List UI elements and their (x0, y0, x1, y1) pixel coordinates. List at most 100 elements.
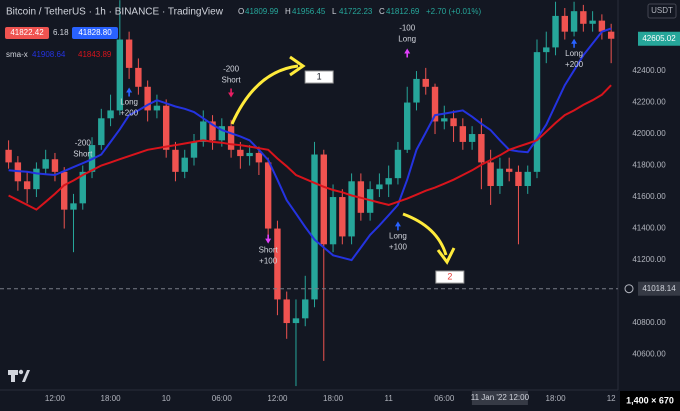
signal-arrow (126, 87, 133, 97)
annotations: 41018.14 42605.02 USDT -200 Short Long +200 -20… (0, 3, 680, 411)
last-price-label: 42605.02 (642, 34, 676, 43)
candle-body (533, 52, 541, 172)
candle-body (200, 121, 207, 142)
candle-body (376, 184, 383, 190)
crosshair-time-label: 11 Jan '22 12:00 (471, 393, 530, 402)
candle-body (218, 126, 226, 141)
x-tick-label: 11 (385, 394, 394, 403)
candle-body (320, 154, 327, 245)
callout-label: 1 (317, 71, 322, 81)
y-tick-label: 42200.00 (632, 98, 666, 107)
candle-body (431, 86, 439, 122)
signal-label: +100 (259, 257, 278, 266)
candle-body (5, 149, 12, 163)
callout-arrow (402, 212, 448, 256)
y-tick-label: 42000.00 (632, 129, 666, 138)
change: +2.70 (+0.01%) (426, 7, 481, 16)
candle-body (339, 197, 346, 237)
candle-body (589, 20, 596, 24)
signal-label: +100 (389, 243, 408, 252)
indicator-value: 41822.42 (10, 28, 44, 37)
candle-body (302, 299, 309, 319)
candle-body (70, 203, 77, 210)
signal-arrow (394, 221, 401, 231)
candle-body (274, 228, 281, 300)
indicator-box (72, 27, 118, 39)
candle-body (505, 168, 513, 172)
candle-body (181, 157, 188, 172)
candle-body (552, 15, 559, 48)
candle-body (51, 159, 59, 172)
indicator-lines (8, 27, 612, 262)
sma-value: 41843.89 (78, 50, 112, 59)
candle-body (255, 152, 263, 163)
symbol-title: Bitcoin / TetherUS · 1h · BINANCE · Trad… (6, 7, 224, 18)
candle-body (237, 149, 244, 157)
signal-label: Long (398, 35, 416, 44)
ohlc-value: 41812.69 (386, 7, 420, 16)
candle-body (422, 78, 429, 87)
candle-body (515, 171, 522, 187)
candle-body (107, 110, 114, 119)
signal-label: Long (120, 98, 138, 107)
ohlc-key: C (379, 7, 385, 16)
candle-body (598, 20, 606, 32)
legend-header: Bitcoin / TetherUS · 1h · BINANCE · Trad… (5, 7, 481, 59)
candle-body (570, 11, 578, 32)
signal-arrow (228, 88, 235, 98)
signal-label: -200 (223, 65, 240, 74)
callout-arrow (230, 64, 299, 125)
candle-body (329, 197, 337, 245)
indicator-box (5, 27, 49, 39)
resolution-box (620, 391, 680, 411)
candle-body (144, 86, 151, 111)
callout-box (304, 70, 334, 84)
y-tick-label: 41400.00 (632, 224, 666, 233)
x-tick-label: 18:00 (323, 394, 344, 403)
x-tick-label: 06:00 (212, 394, 233, 403)
candle-body (468, 134, 476, 142)
candle-body (478, 134, 485, 163)
crosshair-price-box (638, 281, 680, 296)
y-tick-label: 41800.00 (632, 161, 666, 170)
y-tick-label: 40800.00 (632, 318, 666, 327)
candle-body (162, 105, 170, 150)
x-tick-label: 12:00 (267, 394, 288, 403)
signal-label: Short (73, 150, 93, 159)
candle-body (292, 318, 300, 324)
axes: 40600.00 40800.00 41200.00 41400.00 41600.00… (45, 66, 666, 405)
candle-body (450, 118, 457, 127)
candle-body (561, 15, 568, 32)
y-tick-label: 41200.00 (632, 255, 666, 264)
signal-label: -200 (75, 139, 92, 148)
candle-body (348, 181, 355, 237)
sma-line (8, 84, 612, 211)
x-tick-label: 10 (162, 394, 171, 403)
signal-label: +200 (120, 109, 139, 118)
candle-body (264, 162, 272, 229)
candle-body (153, 105, 161, 111)
ohlc-value: 41809.99 (245, 7, 279, 16)
callout-box (435, 270, 465, 284)
candle-body (190, 141, 198, 158)
x-tick-label: 18:00 (101, 394, 122, 403)
callout-label: 2 (447, 271, 452, 281)
candle-body (98, 118, 105, 146)
candle-body (580, 11, 587, 24)
signal-arrow (571, 38, 578, 48)
candle-body (441, 118, 448, 122)
x-tick-label: 12:00 (45, 394, 66, 403)
signal-label: +200 (565, 60, 584, 69)
candle-body (385, 178, 392, 185)
signal-label: -100 (399, 24, 416, 33)
callout-arrowhead (436, 247, 456, 265)
candle-body (543, 47, 550, 53)
currency-label: USDT (651, 6, 673, 15)
signal-arrow (404, 48, 411, 58)
indicator-value: 41828.80 (78, 28, 112, 37)
ohlc-key: H (285, 7, 291, 16)
signal-label: Short (222, 76, 242, 85)
sma-value: 41908.64 (32, 50, 66, 59)
ohlc-value: 41956.45 (292, 7, 326, 16)
